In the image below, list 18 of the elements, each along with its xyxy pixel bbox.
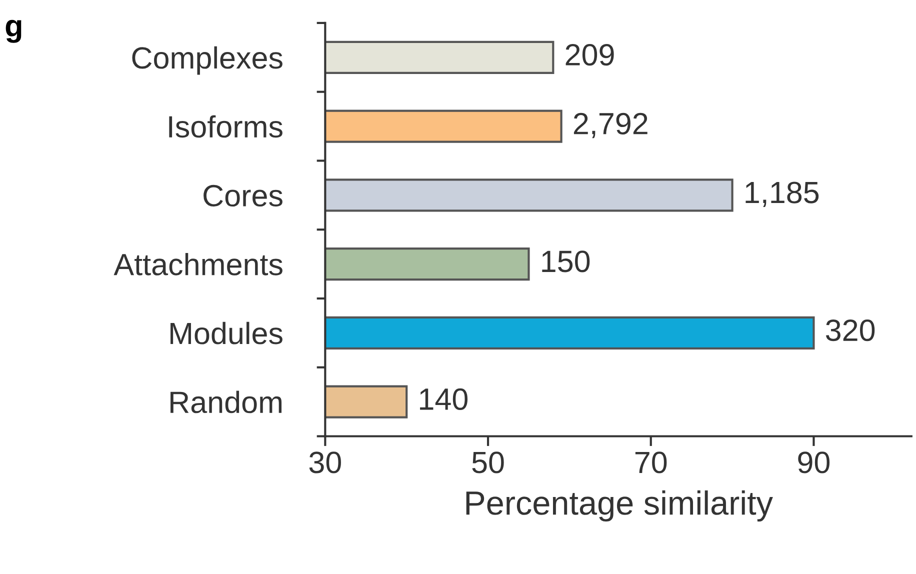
x-tick-label: 50	[472, 452, 504, 474]
x-axis-title: Percentage similarity	[466, 490, 773, 522]
annotation: 150	[542, 250, 590, 272]
y-tick-label: Modules	[170, 322, 282, 344]
x-tick-label: 70	[635, 452, 667, 474]
annotation: 320	[826, 319, 875, 342]
x-tick-label: 30	[309, 452, 341, 474]
y-tick-label: Cores	[204, 184, 282, 207]
y-tick-label: Isoforms	[169, 115, 282, 138]
y-tick-label: Complexes	[132, 46, 282, 75]
annotation: 209	[566, 44, 614, 66]
y-tick-label: Attachments	[114, 252, 282, 276]
y-tick-label: Random	[170, 390, 282, 414]
x-tick-label: 90	[798, 452, 830, 474]
text: g	[6, 20, 22, 43]
annotation: 1,185	[746, 182, 819, 207]
annotation: 140	[420, 388, 468, 410]
annotation: 2,792	[574, 112, 648, 138]
